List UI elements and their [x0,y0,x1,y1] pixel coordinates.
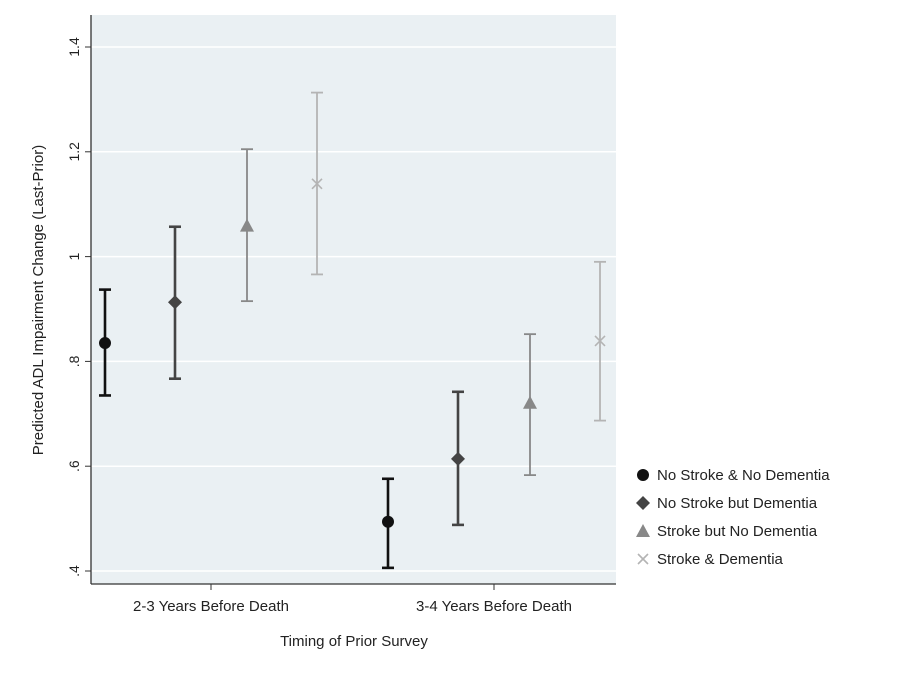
y-tick-label: .6 [66,460,82,472]
data-point-group [594,260,606,422]
data-point [311,178,323,190]
data-point [382,515,394,528]
legend-label: Stroke & Dementia [657,551,784,568]
data-point [240,218,254,232]
data-point-group [168,225,182,380]
data-point [168,295,182,310]
data-point-group [382,477,394,570]
data-point [451,451,465,466]
data-point-group [451,390,465,527]
x-stroke [311,178,323,190]
y-axis-label: Predicted ADL Impairment Change (Last-Pr… [30,145,47,455]
x-tick-label: 2-3 Years Before Death [133,598,289,615]
y-tick-label: .8 [66,355,82,367]
legend-marker [637,469,649,481]
data-point-group [99,288,111,397]
plot-background [91,15,616,584]
y-tick-label: 1.2 [66,142,82,162]
x-tick-label: 3-4 Years Before Death [416,598,572,615]
legend-label: No Stroke & No Dementia [657,467,830,484]
y-tick-label: 1 [66,252,82,260]
data-point-group [311,91,323,276]
legend-marker [637,553,649,565]
data-point [523,395,537,409]
y-tick-label: 1.4 [66,37,82,57]
legend-marker [636,496,650,510]
data-point [99,337,111,350]
legend-marker [636,524,650,537]
data-point-group [240,148,254,303]
x-axis-label: Timing of Prior Survey [280,633,428,650]
x-stroke [594,335,606,347]
legend-label: No Stroke but Dementia [657,495,818,512]
data-point-group [523,333,537,477]
legend-label: Stroke but No Dementia [657,523,818,540]
y-tick-label: .4 [66,565,82,577]
x-stroke [637,553,649,565]
data-point [594,335,606,347]
